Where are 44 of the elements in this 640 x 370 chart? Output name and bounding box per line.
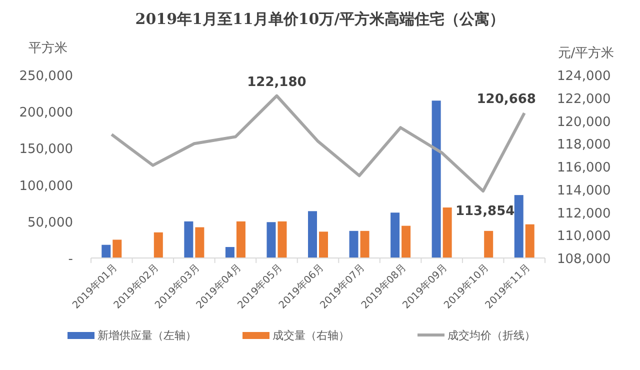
bar	[360, 230, 370, 258]
bar	[308, 211, 317, 258]
bar	[112, 240, 122, 258]
bar	[184, 221, 194, 258]
legend-label: 成交量（右轴）	[272, 329, 350, 342]
y-tick-label: 50,000	[28, 215, 73, 230]
y2-tick-label: 124,000	[557, 69, 611, 84]
data-label: 122,180	[247, 74, 306, 90]
y-axis-title: 平方米	[28, 40, 68, 56]
bar	[154, 232, 163, 258]
legend-label: 成交均价（折线）	[448, 329, 536, 342]
bar	[349, 230, 358, 258]
bar	[266, 222, 276, 258]
y-tick-label: 100,000	[19, 178, 73, 194]
bar	[102, 244, 111, 258]
y2-axis-title: 元/平方米	[558, 45, 614, 61]
y2-tick-label: 114,000	[557, 183, 611, 198]
y2-tick-label: 116,000	[557, 160, 611, 176]
bar	[514, 195, 524, 258]
bar	[402, 226, 411, 258]
y-tick-label: 250,000	[19, 69, 73, 84]
bar	[236, 221, 246, 258]
bar	[525, 224, 534, 258]
y2-tick-label: 118,000	[557, 138, 611, 153]
data-label: 113,854	[455, 204, 515, 220]
bar	[432, 100, 441, 258]
chart-title: 2019年1月至11月单价10万/平方米高端住宅（公寓）	[135, 10, 505, 28]
y2-tick-label: 120,000	[557, 114, 611, 130]
legend-label: 新增供应量（左轴）	[98, 329, 196, 342]
y2-tick-label: 122,000	[557, 92, 611, 107]
bar	[442, 207, 452, 258]
bar	[195, 227, 204, 258]
bar	[484, 230, 494, 258]
bar	[390, 212, 400, 258]
y2-tick-label: 112,000	[557, 206, 611, 222]
y2-tick-label: 108,000	[557, 252, 611, 267]
data-label: 120,668	[476, 92, 536, 108]
bar	[319, 232, 328, 258]
y2-tick-label: 110,000	[557, 229, 611, 244]
bar	[278, 221, 287, 258]
y-tick-label: 150,000	[19, 142, 73, 158]
bar	[225, 247, 234, 258]
y-tick-label: 200,000	[19, 106, 73, 121]
y-tick-label: -	[68, 252, 74, 267]
